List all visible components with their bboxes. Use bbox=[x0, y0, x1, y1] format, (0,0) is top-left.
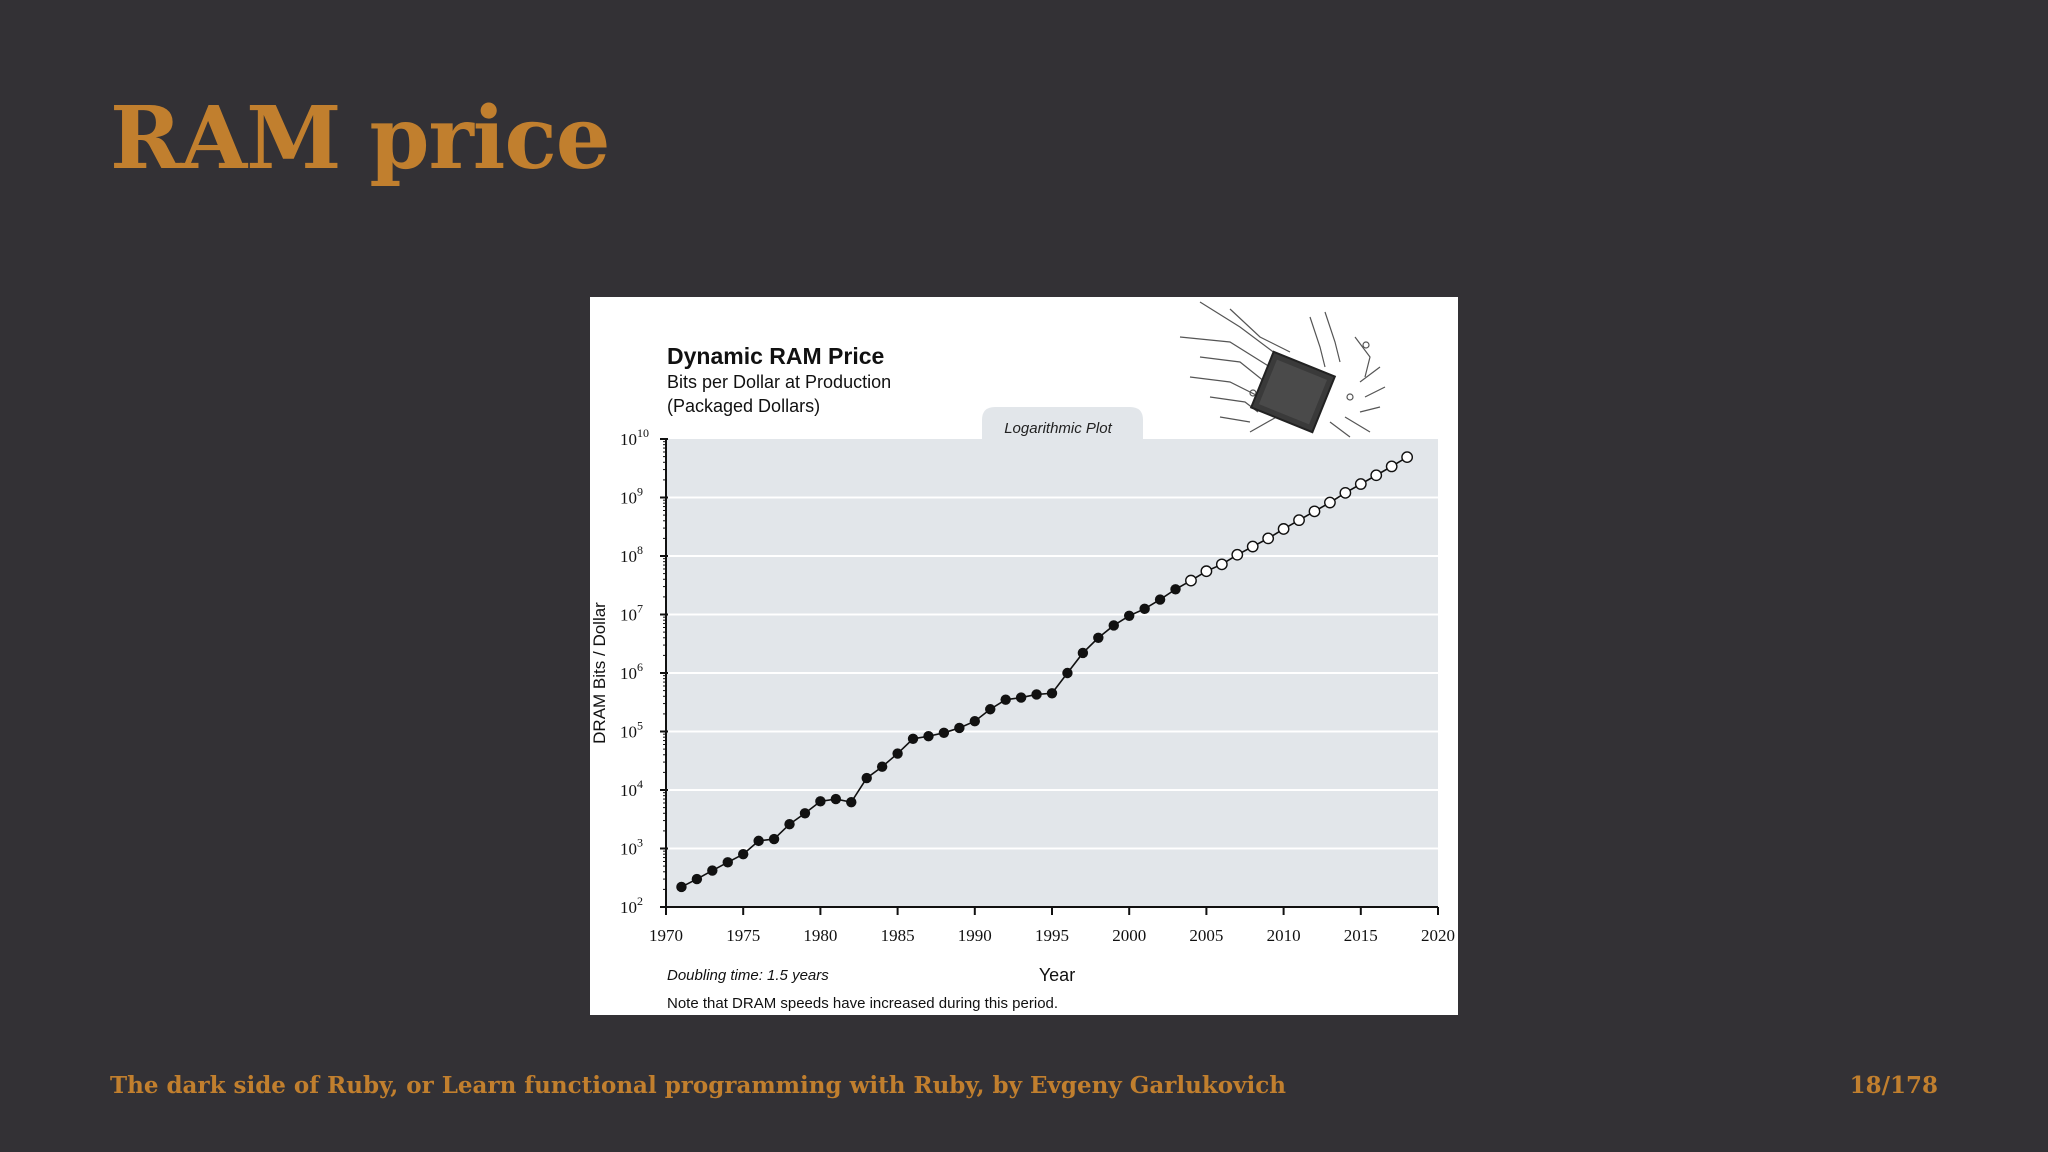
y-axis-label: DRAM Bits / Dollar bbox=[590, 602, 609, 744]
data-point-open bbox=[1401, 451, 1414, 464]
chart-title: Dynamic RAM Price bbox=[667, 343, 884, 369]
data-point-filled bbox=[753, 835, 764, 847]
chart-svg: Logarithmic Plot Dynamic RAM Price Bits … bbox=[590, 301, 1455, 1012]
x-tick-label: 1975 bbox=[726, 926, 760, 945]
data-point-open bbox=[1293, 514, 1305, 527]
data-point-filled bbox=[768, 833, 780, 845]
data-point-filled bbox=[1077, 647, 1089, 659]
data-point-filled bbox=[892, 748, 903, 759]
data-point-filled bbox=[1000, 694, 1011, 705]
data-point-filled bbox=[954, 722, 965, 734]
page-number: 18/178 bbox=[1849, 1072, 1938, 1099]
data-point-open bbox=[1308, 505, 1321, 518]
y-tick-label: 105 bbox=[620, 719, 643, 742]
plot-label-tab bbox=[982, 407, 1143, 439]
chart-subtitle-line1: Bits per Dollar at Production bbox=[667, 372, 891, 392]
data-point-open bbox=[1339, 486, 1352, 499]
data-point-filled bbox=[1124, 610, 1135, 622]
data-point-filled bbox=[1139, 603, 1150, 615]
data-point-filled bbox=[1170, 584, 1181, 595]
data-point-filled bbox=[691, 873, 703, 885]
x-tick-label: 2015 bbox=[1344, 926, 1378, 945]
chip-illustration bbox=[1179, 301, 1386, 438]
x-tick-label: 1990 bbox=[958, 926, 992, 945]
data-point-filled bbox=[876, 761, 888, 772]
data-point-filled bbox=[830, 793, 842, 805]
x-tick-label: 2000 bbox=[1112, 926, 1146, 945]
data-point-filled bbox=[1093, 632, 1104, 643]
y-tick-label: 1010 bbox=[620, 426, 649, 449]
data-point-filled bbox=[969, 715, 980, 727]
data-point-open bbox=[1215, 558, 1228, 571]
chip-body bbox=[1249, 350, 1337, 434]
footer-title: The dark side of Ruby, or Learn function… bbox=[110, 1072, 1286, 1099]
data-point-open bbox=[1185, 574, 1197, 587]
y-tick-label: 102 bbox=[620, 894, 643, 917]
doubling-note: Doubling time: 1.5 years bbox=[667, 967, 829, 984]
data-point-filled bbox=[1108, 620, 1119, 631]
grid-lines bbox=[666, 496, 1438, 850]
data-point-filled bbox=[707, 865, 718, 876]
x-tick-label: 2005 bbox=[1189, 926, 1223, 945]
data-point-filled bbox=[907, 733, 919, 745]
data-point-filled bbox=[1015, 692, 1027, 703]
data-point-open bbox=[1277, 523, 1290, 535]
x-axis-label: Year bbox=[1039, 965, 1075, 985]
speed-note: Note that DRAM speeds have increased dur… bbox=[667, 995, 1058, 1012]
data-point-open bbox=[1231, 548, 1244, 561]
chart-subtitle-line2: (Packaged Dollars) bbox=[667, 396, 820, 416]
data-point-filled bbox=[784, 819, 795, 830]
data-point-filled bbox=[846, 796, 857, 808]
data-point-filled bbox=[938, 727, 950, 739]
data-point-filled bbox=[799, 808, 811, 819]
plot-label: Logarithmic Plot bbox=[1004, 420, 1112, 437]
x-tick-label: 2020 bbox=[1421, 926, 1455, 945]
chart-figure: Logarithmic Plot Dynamic RAM Price Bits … bbox=[590, 297, 1458, 1015]
y-tick-label: 103 bbox=[620, 836, 643, 859]
data-point-open bbox=[1200, 565, 1213, 578]
data-point-filled bbox=[1062, 667, 1073, 679]
data-point-open bbox=[1370, 469, 1383, 482]
data-point-filled bbox=[1154, 594, 1166, 605]
data-point-filled bbox=[1031, 689, 1042, 700]
x-tick-label: 2010 bbox=[1267, 926, 1301, 945]
axes bbox=[660, 438, 1439, 915]
y-tick-label: 107 bbox=[620, 602, 643, 625]
data-point-filled bbox=[861, 772, 872, 784]
data-series bbox=[676, 451, 1414, 893]
data-point-open bbox=[1354, 478, 1367, 490]
tick-labels: 102 103 104 105 106 107 108 109 1010 1970 1975 1980… bbox=[620, 426, 1455, 945]
x-tick-label: 1980 bbox=[803, 926, 837, 945]
x-tick-label: 1995 bbox=[1035, 926, 1069, 945]
y-tick-label: 109 bbox=[620, 485, 643, 508]
data-point-filled bbox=[738, 848, 749, 860]
data-point-filled bbox=[985, 704, 996, 715]
y-tick-label: 104 bbox=[620, 777, 643, 800]
data-point-filled bbox=[722, 857, 733, 868]
data-point-open bbox=[1246, 540, 1259, 553]
data-point-filled bbox=[676, 881, 687, 893]
x-tick-label: 1970 bbox=[649, 926, 683, 945]
data-point-filled bbox=[815, 796, 826, 807]
y-tick-label: 106 bbox=[620, 660, 643, 683]
y-tick-label: 108 bbox=[620, 543, 643, 566]
data-point-filled bbox=[923, 731, 934, 742]
data-point-open bbox=[1385, 460, 1398, 473]
data-point-open bbox=[1262, 532, 1275, 545]
data-point-open bbox=[1324, 496, 1336, 509]
x-tick-label: 1985 bbox=[881, 926, 915, 945]
slide-title: RAM price bbox=[110, 88, 611, 189]
data-point-filled bbox=[1046, 688, 1058, 699]
